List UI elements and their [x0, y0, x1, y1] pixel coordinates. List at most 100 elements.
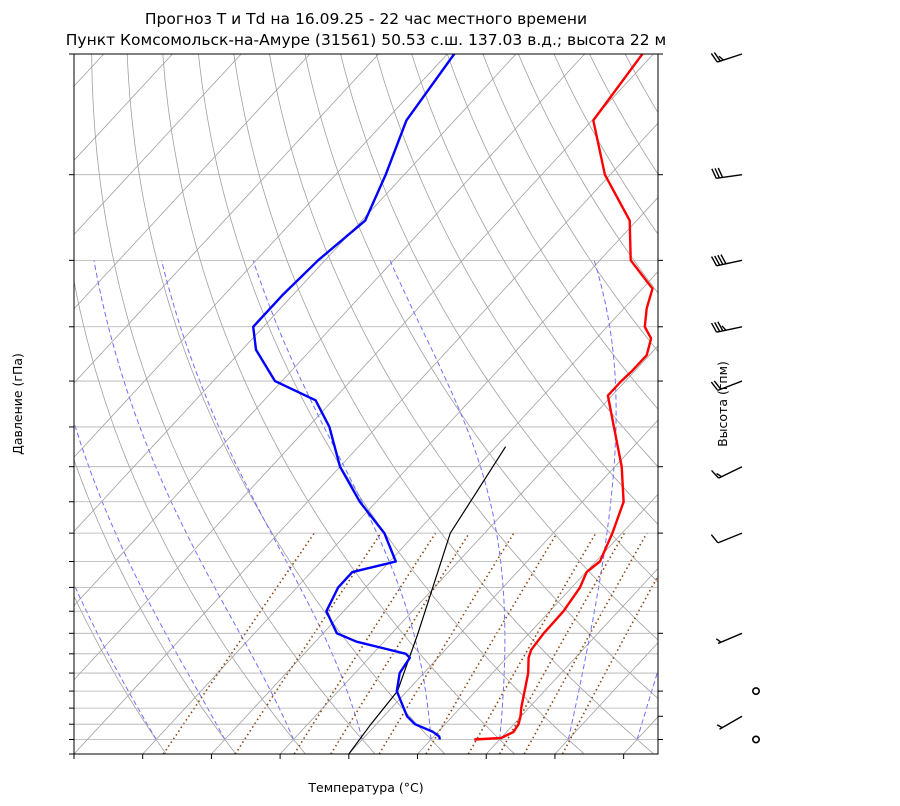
isotherm-line: [211, 271, 658, 754]
dry-adiabat-line: [446, 54, 658, 410]
moist-adiabat-line: [74, 583, 157, 740]
calm-wind-circle: [751, 735, 760, 744]
wind-barb: [716, 715, 743, 730]
mixing-ratio-line: [330, 532, 470, 754]
barb-staff: [717, 53, 743, 63]
dry-adiabat-line: [74, 595, 167, 754]
barb-feather: [717, 254, 724, 265]
mixing-ratio-line: [293, 532, 437, 754]
barb-feather: [716, 724, 723, 729]
barb-staff: [716, 174, 743, 180]
isotherm-line: [485, 567, 658, 754]
moist-adiabat-line: [636, 668, 658, 740]
moist-adiabat-line: [93, 260, 295, 740]
dry-adiabat-line: [340, 54, 658, 583]
dry-adiabat-line: [661, 54, 900, 754]
wind-barb: [710, 380, 743, 392]
y-axis-title: Давление (гПа): [10, 353, 25, 455]
barb-feather: [717, 167, 724, 178]
mixing-ratio-line: [234, 532, 382, 754]
mixing-ratio-line: [467, 532, 597, 754]
isotherm-line: [348, 419, 658, 754]
chart-title-line-2: Пункт Комсомольск-на-Амуре (31561) 50.53…: [66, 31, 666, 49]
dry-adiabat-line: [482, 54, 658, 352]
temperature-profile-line: [474, 54, 654, 741]
mixing-ratio-line: [561, 574, 658, 754]
barb-staff: [717, 532, 743, 544]
barb-feather: [713, 52, 721, 62]
mixing-ratio-line: [162, 532, 315, 754]
dry-adiabat-line: [375, 54, 658, 525]
wind-barb: [710, 532, 743, 544]
barb-feather: [710, 322, 718, 333]
height-axis: [658, 53, 663, 740]
barb-feather: [711, 168, 717, 179]
barb-feather: [710, 381, 719, 391]
dry-adiabat-line: [91, 54, 376, 754]
isotherm-line: [74, 54, 311, 310]
dry-adiabat-line: [624, 54, 658, 114]
barb-feather: [715, 638, 722, 643]
dry-adiabat-line: [126, 54, 446, 754]
dry-adiabat-line: [589, 54, 658, 175]
barb-feather: [714, 322, 721, 332]
barb-feather: [714, 255, 721, 266]
wind-barb: [711, 466, 743, 479]
chart-title-line-1: Прогноз T и Td на 16.09.25 - 22 час мест…: [145, 10, 587, 28]
height-axis-title: Высота (гпм): [715, 361, 730, 447]
barb-feather: [710, 256, 718, 267]
barb-feather: [718, 55, 724, 61]
dry-adiabat-line: [198, 54, 585, 754]
wind-profile: [710, 52, 760, 744]
dewpoint-profile-line: [252, 54, 456, 740]
calm-wind-circle: [751, 687, 760, 696]
moist-adiabat-line: [161, 260, 363, 740]
mixing-ratio-line: [378, 532, 515, 754]
barb-feather: [717, 321, 724, 332]
isotherm-line: [74, 54, 654, 681]
x-axis-title: Температура (°C): [307, 780, 423, 795]
isotherm-line: [74, 54, 585, 607]
dry-adiabat-line: [269, 54, 658, 699]
dry-adiabat-line: [803, 54, 900, 754]
wind-barb: [711, 167, 743, 180]
barb-feather: [711, 469, 720, 479]
dry-adiabat-line: [233, 54, 655, 754]
background-lines: [74, 54, 900, 754]
dry-adiabat-line: [74, 279, 306, 754]
wind-barb: [710, 52, 743, 63]
isotherm-line: [623, 716, 658, 754]
moist-adiabat-line: [389, 260, 506, 740]
wind-barb: [710, 254, 743, 267]
dry-adiabat-line: [304, 54, 658, 641]
dry-adiabat-line: [411, 54, 658, 468]
barb-staff: [719, 715, 743, 730]
mixing-ratio-line: [425, 532, 558, 754]
wind-barb: [751, 687, 760, 696]
wind-barb: [715, 632, 743, 645]
plot-frame: [73, 53, 659, 755]
barb-feather: [710, 534, 719, 544]
wind-barb: [751, 735, 760, 744]
profile-lines: [252, 54, 654, 754]
barb-feather: [720, 254, 727, 265]
barb-staff: [718, 466, 743, 479]
dry-adiabat-line: [74, 458, 237, 754]
dry-adiabat-line: [732, 54, 900, 754]
isotherm-line: [74, 54, 517, 532]
barb-staff: [716, 259, 743, 267]
barb-staff: [717, 380, 743, 392]
isotherm-line: [74, 54, 173, 161]
y-axis: [69, 53, 74, 755]
isotherm-line: [74, 122, 658, 754]
dry-adiabat-line: [518, 54, 658, 294]
isotherm-line: [74, 54, 448, 458]
isotherm-line: [142, 196, 658, 754]
isotherm-line: [417, 493, 658, 754]
dry-adiabat-line: [162, 54, 515, 754]
barb-staff: [716, 326, 743, 333]
dry-adiabat-line: [767, 54, 900, 754]
barb-feather: [721, 325, 727, 331]
moist-adiabat-line: [567, 260, 617, 740]
wind-barb: [710, 321, 743, 333]
